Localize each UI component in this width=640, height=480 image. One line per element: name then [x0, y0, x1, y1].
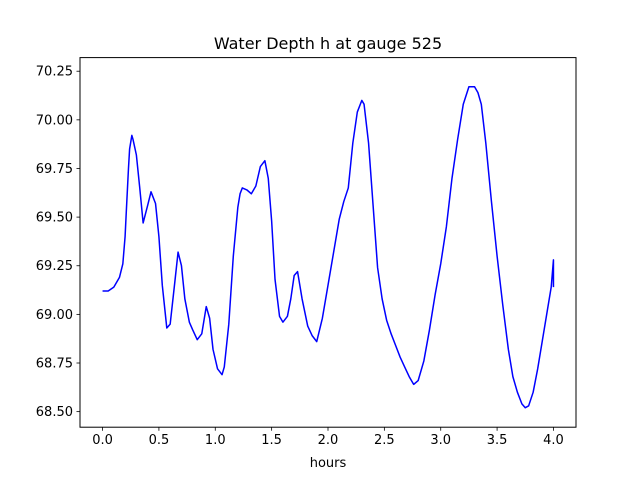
x-tick-label: 1.0: [205, 433, 226, 448]
y-tick-label: 68.50: [36, 405, 73, 420]
y-tick-label: 70.25: [36, 65, 73, 80]
x-tick-label: 2.0: [318, 433, 339, 448]
series-layer: [102, 86, 555, 409]
chart-title: Water Depth h at gauge 525: [214, 34, 442, 53]
series-line-0: [102, 86, 555, 409]
x-tick-label: 2.5: [374, 433, 395, 448]
x-tick-label: 3.0: [430, 433, 451, 448]
y-tick-label: 69.00: [36, 308, 73, 323]
x-tick-label: 1.5: [261, 433, 282, 448]
x-tick-label: 0.5: [149, 433, 170, 448]
y-axis: 68.50 68.75 69.00 69.25 69.50 69.75 70.00 70.25: [36, 65, 80, 420]
x-tick-label: 4.0: [543, 433, 564, 448]
y-tick-label: 68.75: [36, 357, 73, 372]
x-tick-label: 0.0: [92, 433, 113, 448]
y-tick-label: 69.75: [36, 162, 73, 177]
y-tick-label: 69.50: [36, 211, 73, 226]
plot-frame: [79, 57, 577, 428]
y-tick-label: 69.25: [36, 259, 73, 274]
y-tick-label: 70.00: [36, 113, 73, 128]
plot-area: [80, 57, 576, 428]
x-axis: 0.0 0.5 1.0 1.5 2.0 2.5 3.0 3.5 4.0: [92, 427, 564, 448]
x-axis-label: hours: [310, 456, 347, 471]
x-tick-label: 3.5: [487, 433, 508, 448]
